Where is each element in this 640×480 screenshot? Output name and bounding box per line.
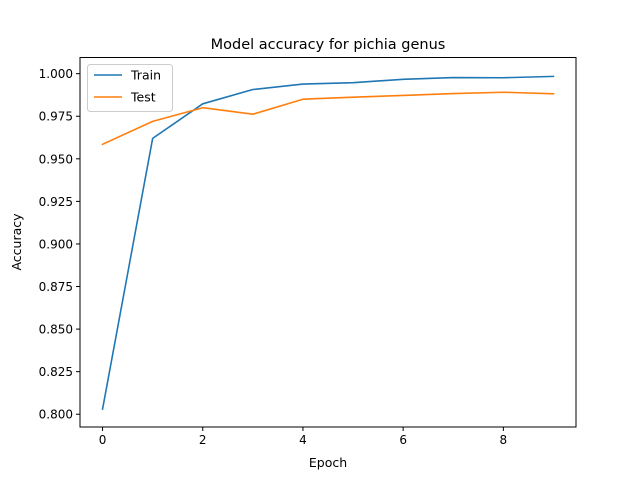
legend: Train Test bbox=[87, 64, 173, 112]
y-axis-label: Accuracy bbox=[9, 213, 24, 271]
x-axis-label: Epoch bbox=[309, 455, 347, 470]
y-tick-label: 0.825 bbox=[39, 365, 73, 379]
axes-frame bbox=[79, 57, 577, 428]
y-tick-label: 0.800 bbox=[39, 408, 73, 422]
y-tick-label: 0.975 bbox=[39, 110, 73, 124]
plot-area bbox=[101, 75, 555, 411]
series-line-train bbox=[101, 75, 555, 411]
y-tick-label: 0.900 bbox=[39, 237, 73, 251]
y-tick-label: 0.950 bbox=[39, 152, 73, 166]
x-tick-label: 2 bbox=[199, 433, 207, 447]
x-tick-label: 4 bbox=[299, 433, 307, 447]
legend-label-test: Test bbox=[130, 90, 156, 105]
axis-ticks: 0 2 4 6 8 0.800 0.825 0.850 0.875 0.900 0.925 0.950… bbox=[39, 67, 508, 447]
x-tick-label: 0 bbox=[99, 433, 107, 447]
y-tick-label: 0.850 bbox=[39, 323, 73, 337]
y-tick-label: 1.000 bbox=[39, 67, 73, 81]
y-tick-label: 0.925 bbox=[39, 195, 73, 209]
legend-label-train: Train bbox=[130, 68, 161, 83]
x-tick-label: 6 bbox=[399, 433, 407, 447]
series-line-test bbox=[101, 91, 555, 146]
legend-box bbox=[87, 64, 173, 112]
x-tick-label: 8 bbox=[500, 433, 508, 447]
chart-title: Model accuracy for pichia genus bbox=[211, 37, 446, 53]
y-tick-label: 0.875 bbox=[39, 280, 73, 294]
